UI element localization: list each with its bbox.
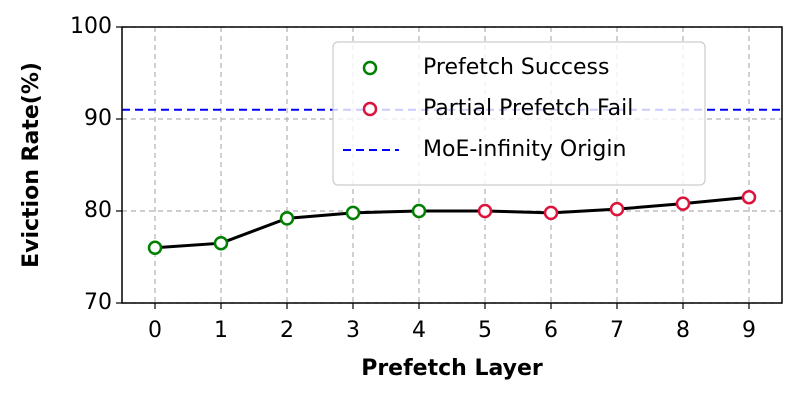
marker bbox=[609, 201, 625, 217]
marker bbox=[345, 205, 361, 221]
y-tick-label: 100 bbox=[70, 14, 112, 39]
marker bbox=[477, 203, 493, 219]
legend-label: Prefetch Success bbox=[423, 55, 609, 80]
legend-marker bbox=[362, 60, 378, 76]
x-tick-label: 1 bbox=[214, 318, 228, 343]
legend-label: MoE-infinity Origin bbox=[423, 137, 626, 162]
marker bbox=[213, 235, 229, 251]
marker bbox=[279, 211, 295, 226]
x-tick-label: 4 bbox=[412, 318, 426, 343]
x-tick-label: 7 bbox=[610, 318, 624, 343]
x-tick-label: 8 bbox=[676, 318, 690, 343]
x-axis-label: Prefetch Layer bbox=[361, 356, 543, 381]
y-axis-label: Eviction Rate(%) bbox=[19, 62, 44, 268]
marker bbox=[675, 196, 691, 211]
marker bbox=[741, 189, 757, 205]
x-tick-label: 5 bbox=[478, 318, 492, 343]
line bbox=[154, 195, 750, 250]
x-tick-label: 6 bbox=[544, 318, 558, 343]
y-tick-label: 90 bbox=[84, 106, 112, 131]
legend-marker bbox=[362, 101, 378, 117]
marker bbox=[411, 203, 427, 219]
marker bbox=[147, 240, 163, 256]
x-tick-label: 9 bbox=[742, 318, 756, 343]
marker bbox=[543, 205, 559, 221]
legend-box bbox=[332, 41, 706, 186]
plot-frame bbox=[121, 26, 783, 304]
x-tick-label: 3 bbox=[346, 318, 360, 343]
x-tick-label: 0 bbox=[148, 318, 162, 343]
x-tick-label: 2 bbox=[280, 318, 294, 343]
y-tick-label: 70 bbox=[84, 290, 112, 315]
legend-label: Partial Prefetch Fail bbox=[423, 96, 633, 121]
y-tick-label: 80 bbox=[84, 198, 112, 223]
legend: Prefetch Success Partial Prefetch Fail MoE… bbox=[332, 41, 706, 186]
